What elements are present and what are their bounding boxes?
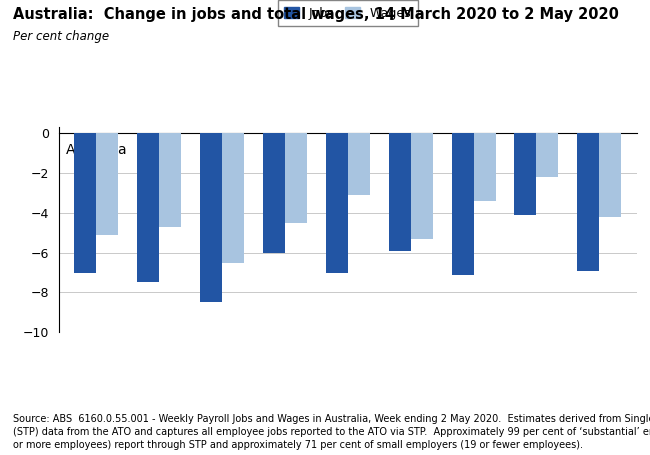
Bar [326,133,348,273]
Text: Per cent change: Per cent change [13,30,109,43]
Bar [514,133,536,215]
Bar [389,133,411,251]
Text: Australia:  Change in jobs and total wages, 14 March 2020 to 2 May 2020: Australia: Change in jobs and total wage… [13,7,619,22]
Text: Source: ABS  6160.0.55.001 - Weekly Payroll Jobs and Wages in Australia, Week en: Source: ABS 6160.0.55.001 - Weekly Payro… [13,414,650,450]
Bar [159,133,181,227]
Bar [599,133,621,217]
Legend: Jobs, Wages: Jobs, Wages [278,0,417,26]
Bar [74,133,96,273]
Bar [577,133,599,271]
Bar [536,133,558,177]
Bar [137,133,159,283]
Bar [200,133,222,302]
Bar [285,133,307,223]
Bar [263,133,285,253]
Bar [411,133,433,239]
Bar [222,133,244,263]
Bar [96,133,118,235]
Bar [348,133,370,195]
Bar [452,133,473,274]
Bar [473,133,495,201]
